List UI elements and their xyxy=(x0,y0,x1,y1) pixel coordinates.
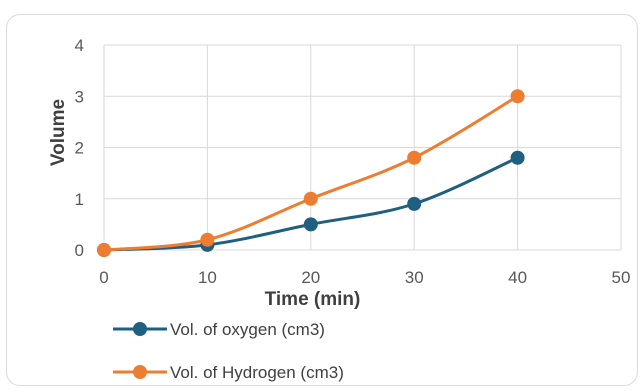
x-tick-label: 20 xyxy=(301,268,320,287)
y-axis-title: Volume xyxy=(48,99,69,166)
x-axis-ticks: 0 10 20 30 40 50 xyxy=(99,268,630,287)
y-tick-label: 1 xyxy=(75,190,84,209)
x-tick-label: 50 xyxy=(612,268,631,287)
legend-label: Vol. of oxygen (cm3) xyxy=(170,320,325,339)
legend-label: Vol. of Hydrogen (cm3) xyxy=(170,363,344,382)
legend-item: Vol. of Hydrogen (cm3) xyxy=(113,363,344,382)
data-point xyxy=(407,150,422,165)
data-point xyxy=(407,196,422,211)
legend: Vol. of oxygen (cm3) Vol. of Hydrogen (cm… xyxy=(113,320,344,382)
data-point xyxy=(97,243,111,257)
x-tick-label: 0 xyxy=(99,268,108,287)
series-hydrogen xyxy=(97,89,525,257)
y-axis-ticks: 0 1 2 3 4 xyxy=(75,36,84,260)
x-tick-label: 10 xyxy=(198,268,217,287)
data-point xyxy=(200,232,215,247)
data-point xyxy=(303,217,318,232)
y-tick-label: 3 xyxy=(75,87,84,106)
y-tick-label: 2 xyxy=(75,139,84,158)
chart-frame xyxy=(6,14,638,386)
x-tick-label: 30 xyxy=(405,268,424,287)
legend-item: Vol. of oxygen (cm3) xyxy=(113,320,325,339)
data-point xyxy=(510,89,525,104)
x-tick-label: 40 xyxy=(508,268,527,287)
series-group xyxy=(97,89,525,257)
data-point xyxy=(303,191,318,206)
data-point xyxy=(510,150,525,165)
x-axis-title: Time (min) xyxy=(265,289,361,310)
legend-swatch-marker xyxy=(133,322,147,336)
y-tick-label: 4 xyxy=(75,36,84,55)
legend-swatch-marker xyxy=(133,365,147,379)
y-tick-label: 0 xyxy=(75,241,84,260)
grid-lines xyxy=(103,44,622,251)
